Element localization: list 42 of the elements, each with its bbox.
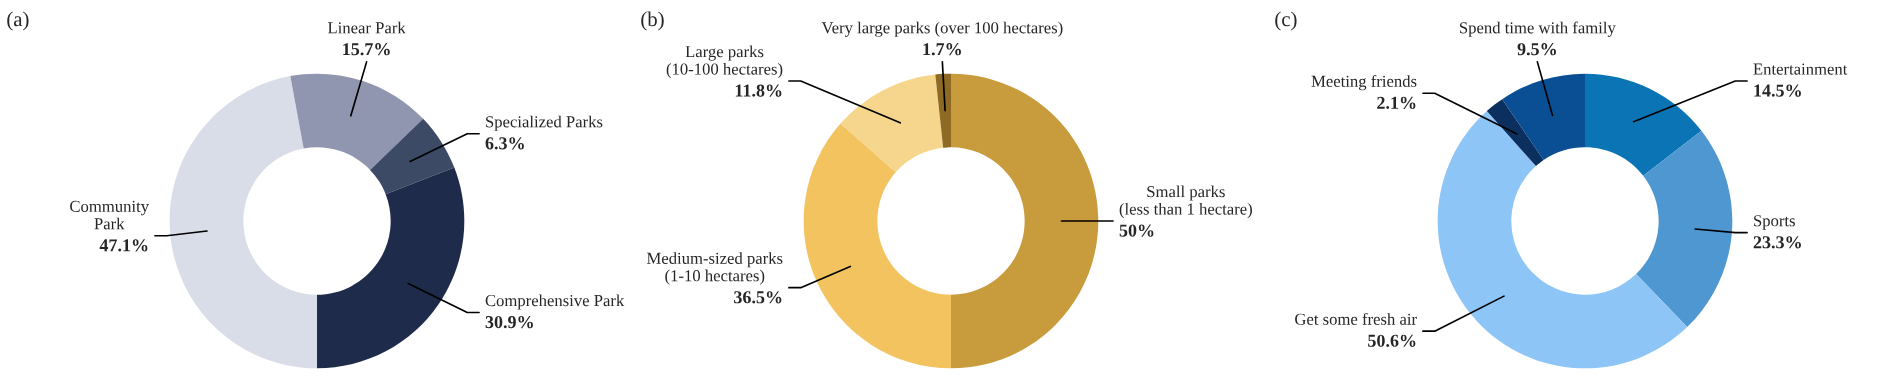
chart-title: (a) (7, 11, 29, 31)
data-label: 50.6% (1368, 334, 1416, 347)
slice-label: Comprehensive Park (485, 294, 625, 310)
slice-label: Community Park (70, 200, 149, 230)
donut-slice (370, 118, 455, 195)
donut-slice (1486, 99, 1544, 167)
slice-label: Medium-sized parks (1-10 hectares) (646, 252, 783, 285)
data-label: 14.5% (1754, 84, 1801, 97)
slice-label: Meeting friends (1311, 74, 1417, 91)
data-label: 11.8% (735, 84, 782, 97)
data-label: 50% (1119, 224, 1154, 237)
donut-slice (290, 73, 424, 170)
slice-label: Get some fresh air (1295, 312, 1417, 325)
data-label: 1.7% (923, 43, 961, 56)
data-label: 6.3% (485, 137, 524, 150)
chart-title: (c) (1275, 11, 1297, 31)
donut-slice (1502, 73, 1585, 161)
slice-label: Entertainment (1753, 63, 1848, 75)
donut-slice (1636, 130, 1733, 328)
slice-label: Linear Park (327, 21, 406, 34)
data-label: 47.1% (99, 239, 148, 252)
slice-label: Large parks (10-100 hectares) (666, 45, 783, 79)
slice-label: Specialized Parks (486, 115, 603, 131)
data-label: 36.5% (734, 291, 782, 304)
donut-slice (169, 76, 317, 369)
data-label: 30.9% (485, 315, 533, 329)
data-label: 23.3% (1753, 236, 1801, 249)
slice-label: Sports (1754, 215, 1795, 230)
data-label: 2.1% (1377, 96, 1416, 109)
slice-label: Small parks (less than 1 hectare) (1119, 185, 1252, 219)
donut-slice (935, 73, 951, 148)
donut-slice (840, 74, 944, 173)
data-label: 15.7% (343, 43, 390, 56)
chart-title: (b) (641, 11, 664, 31)
donut-slice (951, 73, 1099, 369)
donut-slice (803, 123, 951, 369)
donut-slice (317, 167, 465, 369)
data-label: 9.5% (1517, 43, 1556, 56)
donut-slice (1437, 111, 1688, 369)
slice-label: Very large parks (over 100 hectares) (821, 21, 1063, 37)
donut-slice (1585, 73, 1702, 176)
slice-label: Spend time with family (1460, 21, 1616, 37)
